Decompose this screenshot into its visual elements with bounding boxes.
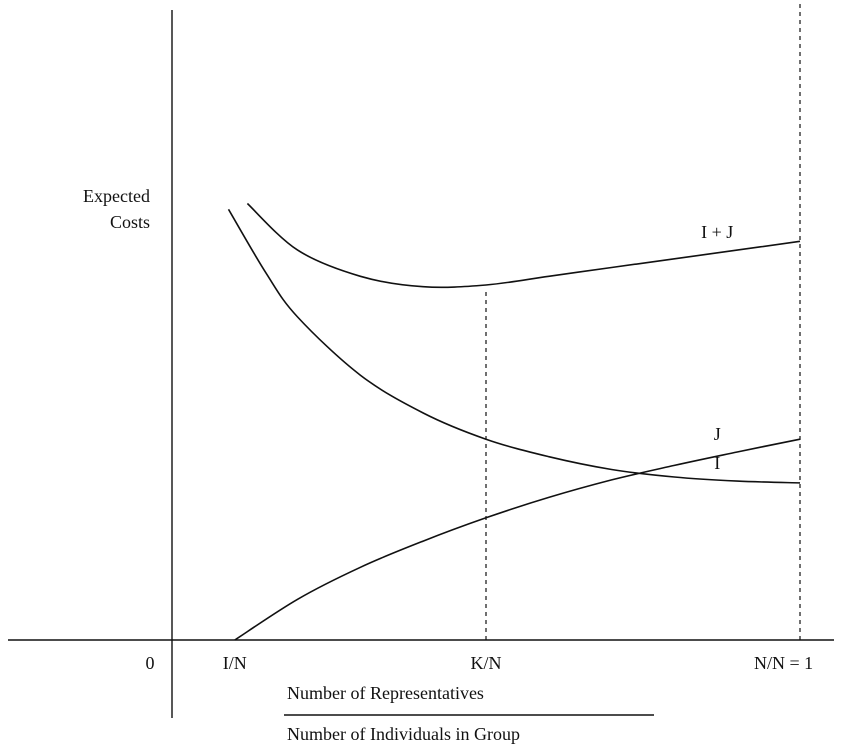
xlabel-denominator: Number of Individuals in Group	[287, 724, 520, 744]
x-tick-n-n-1: N/N = 1	[754, 653, 813, 673]
ylabel-line-2: Costs	[110, 212, 150, 232]
curve-j	[234, 438, 801, 641]
series-label-j: J	[714, 424, 721, 444]
ylabel-line-1: Expected	[83, 186, 150, 206]
xlabel-numerator: Number of Representatives	[287, 683, 484, 703]
curves	[227, 202, 801, 641]
series-labels: I + J IJ	[701, 222, 733, 473]
series-label-i-j: I + J	[701, 222, 733, 242]
series-label-i: I	[714, 453, 720, 473]
x-tick-labels: I/N K/N N/N = 1	[223, 653, 813, 673]
x-tick-i-n: I/N	[223, 653, 247, 673]
origin-label: 0	[146, 653, 155, 673]
x-tick-k-n: K/N	[471, 653, 502, 673]
curve-i-j	[246, 202, 801, 289]
curve-i	[227, 208, 801, 484]
dashed-guides	[485, 0, 801, 640]
